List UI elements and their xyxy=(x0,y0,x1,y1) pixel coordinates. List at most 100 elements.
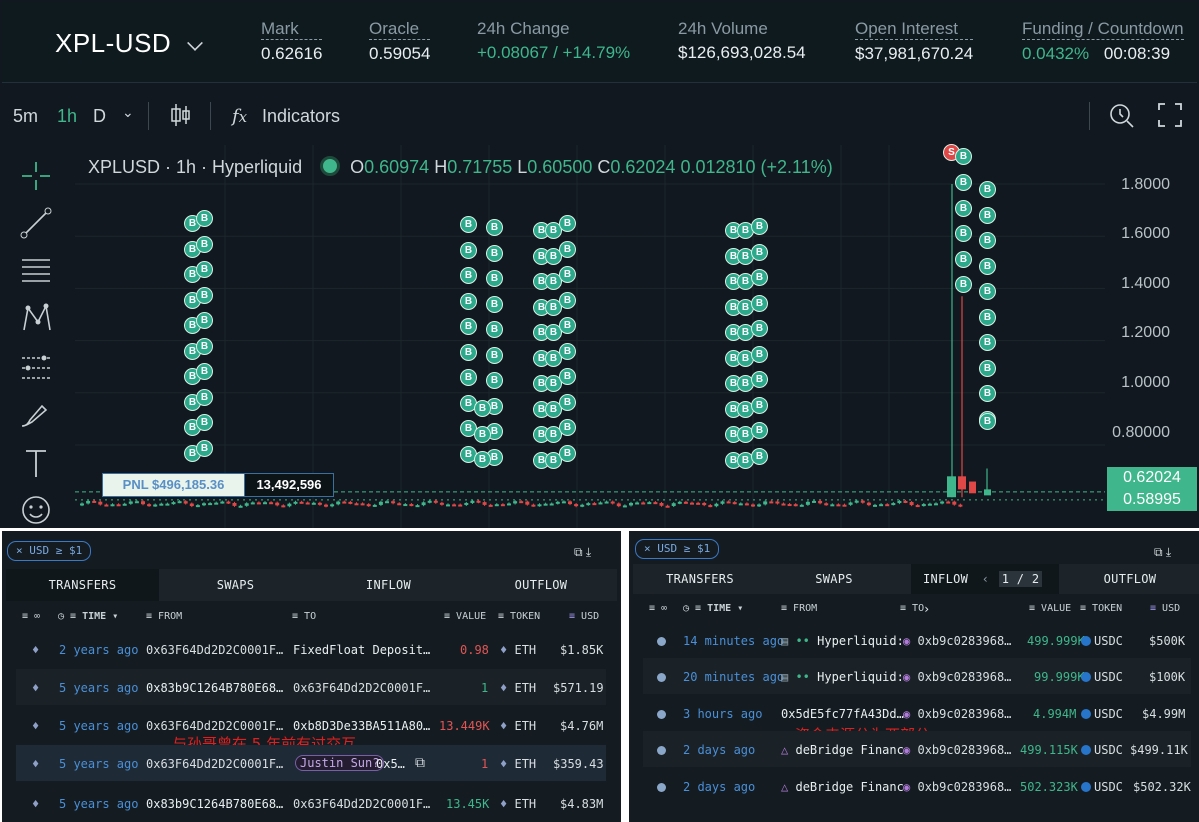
brush-icon[interactable] xyxy=(18,398,54,434)
usd-column-header[interactable]: ≡ USD xyxy=(1150,603,1181,614)
buy-marker-icon[interactable]: B xyxy=(474,451,491,468)
copy-icon[interactable]: ⧉ xyxy=(1154,545,1163,559)
chevron-left-icon[interactable]: ‹ xyxy=(981,572,990,586)
value-column-header[interactable]: ≡ VALUE xyxy=(444,611,487,622)
horizontal-lines-icon[interactable] xyxy=(18,252,54,288)
buy-marker-icon[interactable]: B xyxy=(545,375,562,392)
buy-marker-icon[interactable]: B xyxy=(751,396,768,414)
buy-marker-icon[interactable]: B xyxy=(559,317,576,334)
time-cell[interactable]: 5 years ago xyxy=(59,797,139,811)
buy-marker-icon[interactable]: B xyxy=(955,174,972,191)
buy-marker-icon[interactable]: B xyxy=(196,414,213,431)
time-cell[interactable]: 5 years ago xyxy=(59,719,139,733)
copy-icon[interactable]: ⧉ xyxy=(574,545,583,559)
text-icon[interactable] xyxy=(18,445,54,481)
buy-marker-icon[interactable]: B xyxy=(460,369,477,386)
from-cell[interactable]: 0x63F64Dd2D2C0001F… xyxy=(146,757,284,771)
from-column-header[interactable]: ≡ FROM xyxy=(781,603,818,614)
to-cell[interactable]: ◉ 0xb9c0283968… xyxy=(903,780,1012,794)
buy-marker-icon[interactable]: B xyxy=(559,240,576,258)
buy-marker-icon[interactable]: B xyxy=(559,444,576,462)
trendline-icon[interactable] xyxy=(18,205,54,241)
to-cell[interactable]: 0xb8D3De33BA511A80… xyxy=(293,719,431,733)
table-row[interactable]: ♦ 2 years ago 0x63F64Dd2D2C0001F… FixedF… xyxy=(6,631,617,667)
emoji-icon[interactable] xyxy=(18,492,54,528)
buy-marker-icon[interactable]: B xyxy=(196,312,213,329)
interval-5m[interactable]: 5m xyxy=(13,106,39,126)
to-cell[interactable]: ◉ 0xb9c0283968… xyxy=(903,670,1012,684)
function-icon[interactable]: fx xyxy=(232,106,248,127)
buy-marker-icon[interactable]: B xyxy=(979,385,996,402)
buy-marker-icon[interactable]: B xyxy=(737,222,754,239)
buy-marker-icon[interactable]: B xyxy=(486,270,503,287)
time-cell[interactable]: 5 years ago xyxy=(59,757,139,771)
tab-outflow[interactable]: OUTFLOW xyxy=(514,578,568,592)
usd-filter-chip[interactable]: × USD ≥ $1 xyxy=(7,541,92,561)
buy-marker-icon[interactable]: B xyxy=(751,269,768,286)
from-cell[interactable]: 0x63F64Dd2D2C0001F… xyxy=(146,643,284,657)
to-cell[interactable]: ◉ 0xb9c0283968… xyxy=(903,634,1012,648)
copy-icon[interactable]: ⧉ xyxy=(415,755,425,771)
to-cell[interactable]: ◉ 0xb9c0283968… xyxy=(903,707,1012,721)
buy-marker-icon[interactable]: B xyxy=(460,292,477,310)
buy-marker-icon[interactable]: B xyxy=(196,388,213,406)
price-chart[interactable] xyxy=(75,145,1105,528)
to-cell[interactable]: FixedFloat Deposit… xyxy=(293,643,431,657)
token-column-header[interactable]: ≡ TOKEN xyxy=(498,611,541,622)
download-icon[interactable]: ⤓ xyxy=(585,545,592,559)
buy-marker-icon[interactable]: B xyxy=(460,318,477,335)
buy-marker-icon[interactable]: B xyxy=(559,393,576,411)
buy-marker-icon[interactable]: B xyxy=(196,337,213,355)
to-column-header[interactable]: ≡ TO xyxy=(292,611,317,622)
candles-icon[interactable] xyxy=(170,102,192,128)
buy-marker-icon[interactable]: B xyxy=(486,372,503,389)
tab-transfers[interactable]: TRANSFERS xyxy=(666,572,734,586)
to-cell[interactable]: 0x63F64Dd2D2C0001F… xyxy=(293,797,431,811)
to-cell[interactable]: 0x63F64Dd2D2C0001F… xyxy=(293,681,431,695)
buy-marker-icon[interactable]: B xyxy=(460,241,477,259)
from-cell[interactable]: △ deBridge Financ xyxy=(781,743,904,757)
buy-marker-icon[interactable]: B xyxy=(545,273,562,290)
pnl-label[interactable]: PNL $496,185.36 xyxy=(102,473,245,497)
table-row[interactable]: ♦ 5 years ago 0x83b9C1264B780E68… 0x63F6… xyxy=(16,669,606,705)
buy-marker-icon[interactable]: B xyxy=(751,422,768,439)
buy-marker-icon[interactable]: B xyxy=(979,181,996,198)
from-cell[interactable]: 0x5dE5fc77fA43Dd… xyxy=(781,707,904,721)
tab-transfers[interactable]: TRANSFERS xyxy=(6,569,159,601)
time-cell[interactable]: 2 days ago xyxy=(683,743,756,757)
buy-marker-icon[interactable]: B xyxy=(486,295,503,313)
buy-marker-icon[interactable]: B xyxy=(979,308,996,326)
usd-column-header[interactable]: ≡ USD xyxy=(569,611,600,622)
table-row[interactable]: 2 days ago △ deBridge Financ ◉ 0xb9c0283… xyxy=(633,768,1199,804)
table-row[interactable]: 14 minutes ago ▤ •• Hyperliquid: ◉ 0xb9c… xyxy=(633,622,1199,658)
time-cell[interactable]: 5 years ago xyxy=(59,681,139,695)
time-cell[interactable]: 2 years ago xyxy=(59,643,139,657)
to-cell[interactable]: ◉ 0xb9c0283968… xyxy=(903,743,1012,757)
indicators-button[interactable]: Indicators xyxy=(262,106,341,126)
time-cell[interactable]: 2 days ago xyxy=(683,780,756,794)
tab-inflow[interactable]: INFLOW ‹ 1 / 2 › xyxy=(911,564,1059,616)
from-cell[interactable]: 0x83b9C1264B780E68… xyxy=(146,681,284,695)
buy-marker-icon[interactable]: B xyxy=(979,232,996,249)
entity-tag[interactable]: Justin Sun? xyxy=(295,755,385,771)
buy-marker-icon[interactable]: B xyxy=(196,439,213,457)
link-filter-icon[interactable]: ≡ ∞ xyxy=(649,603,668,614)
buy-marker-icon[interactable]: B xyxy=(751,243,768,261)
buy-marker-icon[interactable]: B xyxy=(955,225,972,242)
tab-inflow[interactable]: INFLOW xyxy=(365,578,412,592)
download-icon[interactable]: ⤓ xyxy=(1165,545,1172,559)
buy-marker-icon[interactable]: B xyxy=(545,426,562,443)
buy-marker-icon[interactable]: B xyxy=(474,425,491,443)
buy-marker-icon[interactable]: B xyxy=(979,359,996,377)
buy-marker-icon[interactable]: B xyxy=(460,445,477,463)
alert-clock-icon[interactable] xyxy=(1107,100,1135,128)
time-column-header[interactable]: ◷ ≡ TIME ▾ xyxy=(683,603,744,614)
buy-marker-icon[interactable]: B xyxy=(751,371,768,388)
buy-marker-icon[interactable]: B xyxy=(545,222,562,239)
interval-d[interactable]: D xyxy=(93,106,106,126)
position-size[interactable]: 13,492,596 xyxy=(244,473,334,497)
buy-marker-icon[interactable]: B xyxy=(196,286,213,304)
buy-marker-icon[interactable]: B xyxy=(979,257,996,275)
buy-marker-icon[interactable]: B xyxy=(559,419,576,436)
table-row[interactable]: ♦ 5 years ago 0x83b9C1264B780E68… 0x63F6… xyxy=(6,785,617,821)
